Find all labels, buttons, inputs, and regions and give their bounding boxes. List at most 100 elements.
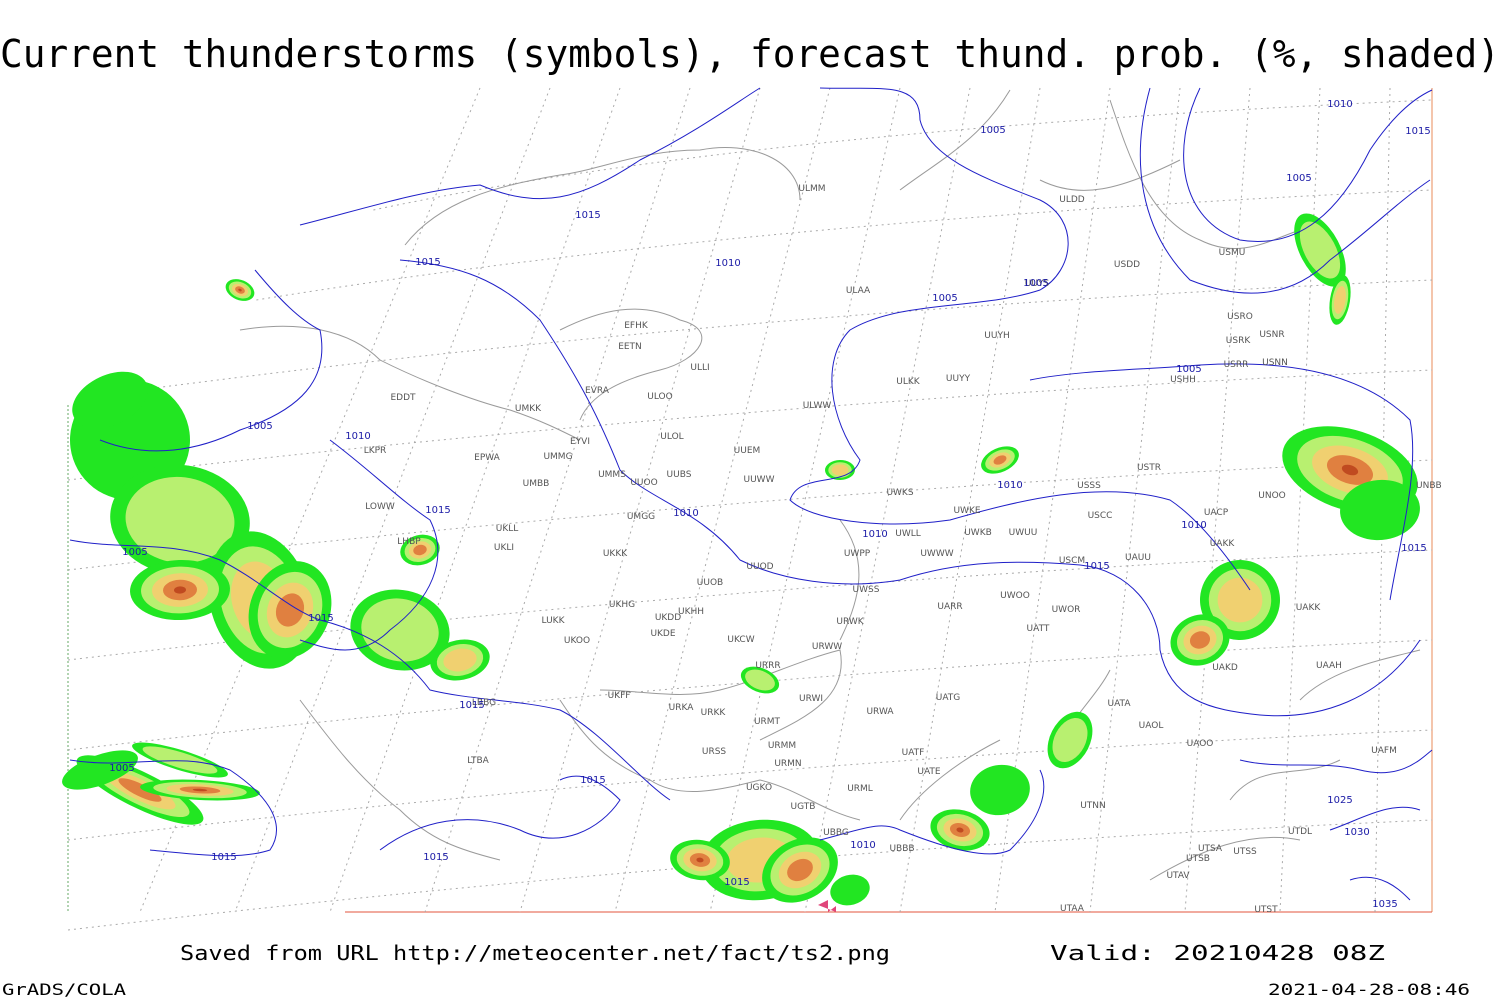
station-label: UKDD bbox=[655, 613, 681, 623]
isobar-label: 1035 bbox=[1372, 899, 1397, 910]
probability-area bbox=[1340, 479, 1420, 541]
station-label: UWKS bbox=[886, 488, 913, 498]
station-label: URWK bbox=[836, 617, 864, 627]
probability-area bbox=[275, 593, 305, 627]
station-label: ULOO bbox=[647, 392, 672, 402]
station-label: UMMG bbox=[543, 452, 572, 462]
station-label: UKCW bbox=[727, 635, 754, 645]
station-label: LUKK bbox=[542, 616, 566, 626]
station-label: LBBG bbox=[472, 698, 496, 708]
meridian bbox=[614, 87, 831, 913]
station-label: UGKO bbox=[746, 783, 772, 793]
station-label: UWPP bbox=[844, 549, 871, 559]
valid-time: Valid: 20210428 08Z bbox=[1050, 941, 1385, 965]
probability-area bbox=[830, 874, 870, 906]
station-label: UKLL bbox=[496, 524, 519, 534]
station-label: UTNN bbox=[1080, 801, 1106, 811]
probability-area bbox=[361, 598, 439, 662]
station-label: UMBB bbox=[523, 479, 550, 489]
map-area bbox=[68, 88, 1432, 912]
station-label: UNBB bbox=[1416, 481, 1442, 491]
station-label: USNR bbox=[1259, 330, 1284, 340]
probability-area bbox=[142, 746, 218, 774]
station-label: EDDT bbox=[390, 393, 416, 403]
coastline bbox=[599, 649, 842, 741]
station-label: UTAA bbox=[1060, 904, 1085, 914]
coastline bbox=[299, 699, 501, 861]
parallel bbox=[67, 369, 1433, 481]
coastline bbox=[239, 325, 581, 441]
probability-area bbox=[238, 288, 242, 292]
station-label: UATT bbox=[1027, 624, 1050, 634]
probability-area bbox=[1334, 286, 1346, 314]
coastline bbox=[559, 308, 703, 421]
isobar-label: 1010 bbox=[850, 840, 875, 851]
station-label: UAAH bbox=[1316, 661, 1342, 671]
isobar-label: 1015 bbox=[415, 257, 440, 268]
station-label: USTR bbox=[1137, 463, 1161, 473]
map-frame bbox=[67, 88, 1433, 913]
station-label: ULLI bbox=[690, 363, 709, 373]
station-label: UTSS bbox=[1233, 847, 1257, 857]
isobar bbox=[1029, 363, 1414, 601]
storm-symbols bbox=[818, 900, 836, 912]
station-label: UKFF bbox=[608, 691, 631, 701]
station-label: ULWW bbox=[803, 401, 832, 411]
probability-area bbox=[787, 858, 813, 882]
isobar-label: 1010 bbox=[1181, 520, 1206, 531]
station-label: USCC bbox=[1088, 511, 1113, 521]
probability-area bbox=[1341, 464, 1359, 476]
station-label: URRR bbox=[755, 661, 780, 671]
isobar-labels: 1015 1005 1010 1015 1005 1005 1010 1005 1005 1010… bbox=[109, 99, 1430, 910]
station-label: URML bbox=[847, 784, 873, 794]
isobar bbox=[99, 269, 323, 452]
meridian bbox=[424, 87, 691, 913]
meridian bbox=[899, 87, 1041, 913]
isobar-label: 1005 bbox=[1023, 278, 1048, 289]
isobar bbox=[789, 87, 1251, 591]
station-label: USSS bbox=[1077, 481, 1101, 491]
station-label: USRK bbox=[1226, 336, 1252, 346]
coastline bbox=[839, 519, 1001, 821]
station-label: UKOO bbox=[564, 636, 590, 646]
station-label: USCM bbox=[1059, 556, 1085, 566]
station-label: UMKK bbox=[515, 404, 542, 414]
station-label: UGTB bbox=[791, 802, 816, 812]
probability-area bbox=[1217, 577, 1263, 623]
station-label: LOWW bbox=[365, 502, 395, 512]
station-label: UMMS bbox=[598, 470, 626, 480]
station-label: USDD bbox=[1114, 260, 1140, 270]
station-label: ULOL bbox=[660, 432, 683, 442]
probability-area bbox=[1189, 631, 1211, 649]
station-label: UKDE bbox=[650, 629, 675, 639]
isobar-label: 1010 bbox=[673, 508, 698, 519]
station-label: UWUU bbox=[1009, 528, 1038, 538]
station-label: URWI bbox=[799, 694, 823, 704]
station-label: UTST bbox=[1254, 905, 1278, 915]
meridian bbox=[994, 87, 1111, 913]
isobar bbox=[379, 775, 621, 851]
station-label: UKLI bbox=[494, 543, 514, 553]
station-label: USNN bbox=[1262, 358, 1288, 368]
station-label: URWA bbox=[866, 707, 894, 717]
station-label: UTAV bbox=[1166, 871, 1190, 881]
station-label: ULAA bbox=[846, 286, 871, 296]
station-label: URKK bbox=[701, 708, 727, 718]
meridian bbox=[804, 87, 971, 913]
isobar-label: 1015 bbox=[459, 700, 484, 711]
isobar-label: 1005 bbox=[1286, 173, 1311, 184]
station-label: UUOO bbox=[630, 478, 657, 488]
isobar bbox=[69, 759, 277, 857]
thunderstorm-probability bbox=[62, 213, 1420, 906]
station-label: UUBS bbox=[667, 470, 692, 480]
station-label: UWKB bbox=[964, 528, 992, 538]
isobar-label: 1005 bbox=[932, 293, 957, 304]
isobar-label: 1005 bbox=[1176, 364, 1201, 375]
isobar bbox=[819, 769, 1045, 855]
station-label: URMM bbox=[768, 741, 796, 751]
station-label: USRO bbox=[1227, 312, 1253, 322]
isobar-label: 1015 bbox=[211, 852, 236, 863]
station-label: UATA bbox=[1107, 699, 1131, 709]
station-label: UATG bbox=[936, 693, 961, 703]
station-label: UWOR bbox=[1052, 605, 1081, 615]
